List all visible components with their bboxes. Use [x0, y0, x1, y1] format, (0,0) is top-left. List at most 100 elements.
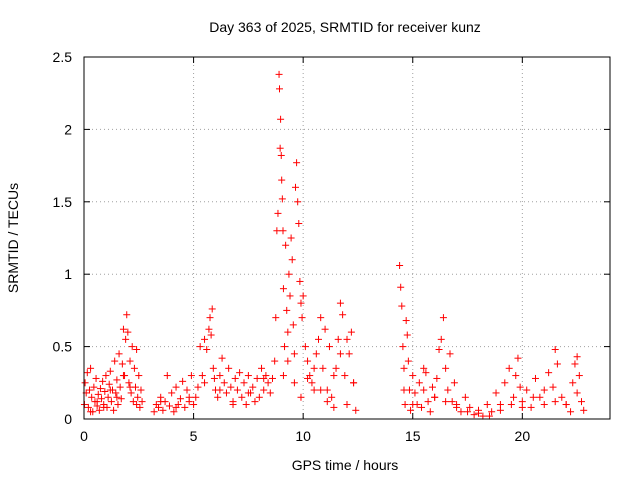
x-tick-label: 15	[405, 428, 421, 444]
data-point	[580, 406, 588, 414]
data-point	[400, 386, 408, 394]
data-point	[323, 386, 331, 394]
data-point	[128, 343, 136, 351]
data-point	[418, 403, 426, 411]
data-point	[573, 389, 581, 397]
data-point	[317, 386, 325, 394]
data-point	[293, 159, 301, 167]
data-point	[122, 335, 130, 343]
data-point	[209, 364, 217, 372]
data-point	[343, 401, 351, 409]
data-point	[279, 227, 287, 235]
data-point	[562, 401, 570, 409]
data-point	[240, 379, 248, 387]
data-point	[549, 383, 557, 391]
data-point	[282, 241, 290, 249]
data-point	[422, 369, 430, 377]
data-point	[130, 364, 138, 372]
data-point	[155, 403, 163, 411]
data-point	[409, 401, 417, 409]
data-point	[536, 393, 544, 401]
data-point	[466, 403, 474, 411]
y-tick-label: 1.5	[53, 194, 73, 210]
data-point	[94, 390, 102, 398]
data-point	[461, 393, 469, 401]
data-point	[551, 398, 559, 406]
data-point	[194, 383, 202, 391]
data-point	[284, 328, 292, 336]
data-point	[133, 401, 141, 409]
data-point	[283, 306, 291, 314]
data-point	[407, 406, 415, 414]
data-point	[575, 372, 583, 380]
x-tick-label: 20	[515, 428, 531, 444]
data-point	[233, 386, 241, 394]
data-point	[205, 325, 213, 333]
data-point	[106, 386, 114, 394]
data-point	[272, 314, 280, 322]
data-point	[396, 262, 404, 270]
y-tick-label: 2.5	[53, 49, 73, 65]
data-point	[249, 383, 257, 391]
data-point	[277, 151, 285, 159]
data-point	[420, 386, 428, 394]
data-point	[310, 364, 318, 372]
data-points	[80, 70, 588, 420]
data-point	[431, 393, 439, 401]
data-point	[107, 398, 115, 406]
data-point	[231, 374, 239, 382]
data-point	[260, 374, 268, 382]
data-point	[298, 314, 306, 322]
data-point	[279, 372, 287, 380]
data-point	[105, 380, 113, 388]
data-point	[264, 379, 272, 387]
data-point	[341, 372, 349, 380]
data-point	[127, 389, 135, 397]
data-point	[453, 403, 461, 411]
data-point	[93, 398, 101, 406]
data-point	[492, 389, 500, 397]
data-point	[138, 398, 146, 406]
data-point	[433, 374, 441, 382]
data-point	[92, 374, 100, 382]
data-point	[208, 305, 216, 313]
data-point	[527, 403, 535, 411]
data-point	[296, 277, 304, 285]
data-point	[435, 345, 443, 353]
data-point	[275, 85, 283, 93]
data-point	[98, 395, 106, 403]
data-point	[278, 195, 286, 203]
data-point	[135, 372, 143, 380]
data-point	[308, 379, 316, 387]
data-point	[279, 285, 287, 293]
data-point	[201, 335, 209, 343]
data-point	[531, 374, 539, 382]
data-point	[488, 408, 496, 416]
data-point	[168, 389, 176, 397]
x-tick-label: 5	[190, 428, 198, 444]
data-point	[483, 401, 491, 409]
data-point	[85, 386, 93, 394]
data-point	[426, 408, 434, 416]
data-point	[336, 350, 344, 358]
y-tick-label: 2	[64, 121, 72, 137]
data-point	[88, 393, 96, 401]
plot-frame	[83, 56, 611, 420]
data-point	[238, 393, 246, 401]
data-point	[206, 314, 214, 322]
data-point	[278, 176, 286, 184]
data-point	[567, 408, 575, 416]
data-point	[275, 70, 283, 78]
data-point	[485, 412, 493, 420]
data-point	[84, 403, 92, 411]
data-point	[196, 343, 204, 351]
data-point	[222, 389, 230, 397]
data-point	[125, 379, 133, 387]
data-point	[304, 374, 312, 382]
data-point	[284, 357, 292, 365]
data-point	[201, 379, 209, 387]
data-point	[136, 403, 144, 411]
data-point	[332, 364, 340, 372]
data-point	[448, 398, 456, 406]
